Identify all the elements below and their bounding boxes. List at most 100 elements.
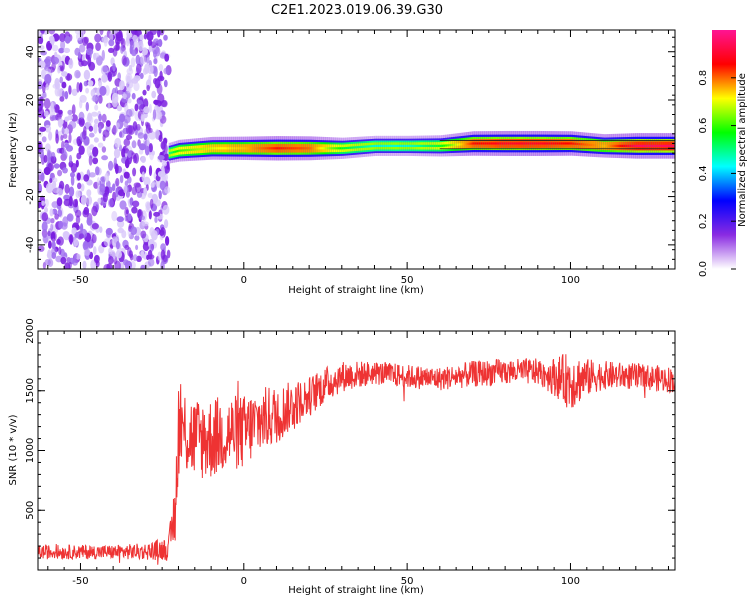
track-peak-cell (209, 147, 213, 150)
track-peak-cell (566, 142, 569, 145)
noise-speckle (96, 177, 100, 188)
track-peak-cell (386, 144, 389, 147)
noise-speckle (83, 249, 91, 256)
track-peak-cell (590, 143, 593, 147)
track-peak-cell (584, 143, 587, 146)
track-peak-cell (443, 144, 446, 147)
noise-speckle (130, 226, 137, 235)
noise-speckle (86, 115, 94, 125)
noise-speckle (54, 213, 59, 220)
noise-speckle (116, 105, 123, 112)
noise-speckle (114, 163, 119, 175)
noise-speckle (143, 187, 148, 196)
noise-speckle (157, 251, 162, 261)
track-peak-cell (539, 142, 542, 145)
noise-speckle (64, 91, 69, 100)
noise-speckle (80, 183, 85, 192)
noise-speckle (88, 155, 93, 166)
noise-speckle (58, 48, 64, 54)
track-peak-cell (388, 144, 391, 147)
spectrogram-x-axis-label: Height of straight line (km) (288, 285, 424, 296)
noise-speckle (148, 45, 152, 52)
track-peak-cell (521, 142, 524, 145)
track-peak-cell (215, 147, 219, 150)
track-peak-cell (535, 142, 538, 145)
track-peak-cell (354, 146, 358, 149)
noise-speckle (134, 235, 140, 241)
x-tick-label: 100 (561, 275, 580, 286)
track-peak-cell (396, 144, 399, 147)
noise-speckle (148, 74, 152, 83)
noise-speckle (88, 125, 94, 132)
track-peak-cell (613, 144, 616, 147)
noise-speckle (39, 96, 44, 103)
track-peak-cell (570, 142, 573, 145)
track-peak-cell (243, 147, 246, 150)
track-peak-cell (462, 143, 466, 146)
noise-speckle (154, 216, 158, 223)
track-peak-cell (441, 144, 444, 147)
track-peak-cell (646, 144, 650, 147)
track-peak-cell (168, 152, 172, 155)
noise-speckle (51, 247, 58, 256)
track-peak-cell (531, 142, 534, 145)
noise-speckle (152, 109, 157, 120)
noise-speckle (111, 210, 118, 222)
noise-speckle (47, 150, 52, 159)
noise-speckle (115, 250, 123, 259)
noise-speckle (94, 118, 99, 125)
track-peak-cell (278, 147, 281, 150)
noise-speckle (83, 206, 90, 215)
noise-speckle (76, 32, 83, 41)
noise-speckle (98, 113, 102, 122)
noise-speckle (142, 89, 147, 96)
track-peak-cell (470, 142, 473, 145)
noise-speckle (63, 47, 71, 54)
track-peak-cell (574, 142, 577, 145)
noise-speckle (147, 249, 153, 260)
track-peak-cell (366, 145, 369, 148)
track-peak-cell (593, 144, 597, 147)
track-peak-cell (541, 142, 544, 145)
colorbar-tick-label: 0.6 (698, 118, 709, 134)
track-peak-cell (417, 144, 420, 147)
track-peak-cell (335, 147, 338, 150)
noise-speckle (72, 199, 78, 208)
track-peak-cell (507, 142, 511, 145)
noise-speckle (68, 261, 72, 269)
noise-speckle (148, 165, 153, 177)
noise-speckle (137, 132, 145, 139)
track-peak-cell (362, 145, 366, 148)
track-peak-cell (188, 148, 191, 152)
track-peak-cell (552, 142, 556, 145)
noise-speckle (51, 44, 59, 52)
noise-speckle (86, 48, 94, 56)
noise-speckle (41, 136, 47, 143)
signal-frequency-track (168, 130, 675, 164)
snr-ticks: -50 0 50 100 500 1000 1500 2000 (25, 318, 675, 587)
track-peak-cell (356, 146, 360, 149)
noise-speckle (153, 58, 158, 65)
track-peak-cell (419, 144, 422, 147)
noise-speckle (57, 66, 61, 74)
track-peak-cell (370, 145, 373, 148)
noise-speckle (143, 106, 150, 114)
track-peak-cell (207, 147, 211, 150)
y-tick-label: 2000 (25, 318, 36, 343)
track-peak-cell (592, 143, 595, 147)
track-peak-cell (333, 147, 336, 150)
noise-speckle (98, 80, 103, 88)
track-peak-cell (474, 142, 477, 145)
noise-speckle (120, 45, 124, 54)
noise-speckle (49, 208, 54, 217)
noise-speckle (159, 180, 166, 191)
track-peak-cell (341, 147, 344, 150)
track-peak-cell (509, 142, 513, 145)
noise-speckle (97, 142, 104, 148)
track-peak-cell (460, 143, 464, 146)
track-peak-cell (519, 142, 522, 145)
noise-speckle (38, 30, 41, 38)
noise-speckle (45, 182, 54, 194)
colorbar-ticks: 0.0 0.2 0.4 0.6 0.8 (698, 70, 736, 277)
track-peak-cell (256, 147, 260, 150)
